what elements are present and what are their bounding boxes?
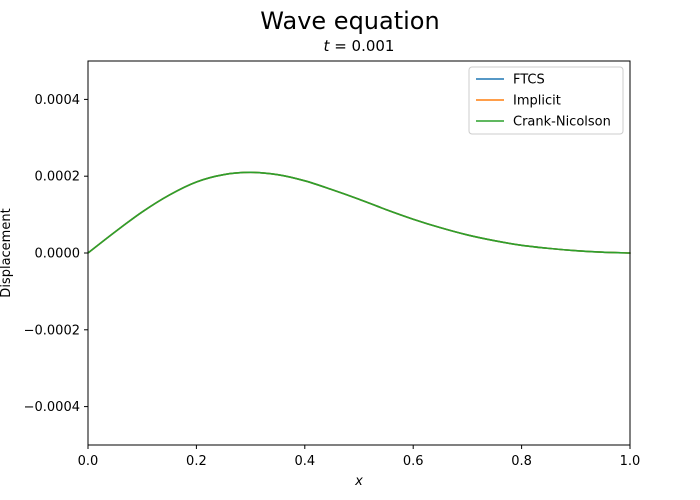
x-tick-label: 0.2 <box>186 454 207 469</box>
y-tick-label: 0.0000 <box>35 247 81 262</box>
y-tick-label: −0.0002 <box>24 323 80 338</box>
legend-label-crank-nicolson: Crank-Nicolson <box>513 115 611 130</box>
y-tick-label: −0.0004 <box>24 400 80 415</box>
y-axis-ticks: −0.0004 −0.0002 0.0000 0.0002 0.0004 <box>24 93 88 415</box>
x-axis-ticks: 0.0 0.2 0.4 0.6 0.8 1.0 <box>78 445 641 469</box>
y-tick-label: 0.0004 <box>35 93 81 108</box>
series-line-crank-nicolson <box>87 171 631 254</box>
x-axis-label: x <box>354 474 363 489</box>
x-tick-label: 0.0 <box>78 454 99 469</box>
subtitle-value: = 0.001 <box>329 37 394 55</box>
y-tick-label: 0.0002 <box>35 170 81 185</box>
legend-label-implicit: Implicit <box>513 94 561 109</box>
legend: FTCS Implicit Crank-Nicolson <box>468 66 624 135</box>
legend-label-ftcs: FTCS <box>513 73 545 88</box>
y-axis-label: Displacement <box>0 208 14 297</box>
chart-subtitle: t = 0.001 <box>324 37 395 55</box>
x-tick-label: 0.6 <box>403 454 424 469</box>
x-tick-label: 1.0 <box>620 454 641 469</box>
x-tick-label: 0.8 <box>511 454 532 469</box>
chart-title: Wave equation <box>260 7 439 35</box>
subtitle-variable: t <box>324 37 331 55</box>
plot-lines <box>87 171 631 254</box>
legend-frame <box>468 66 624 135</box>
x-tick-label: 0.4 <box>294 454 315 469</box>
